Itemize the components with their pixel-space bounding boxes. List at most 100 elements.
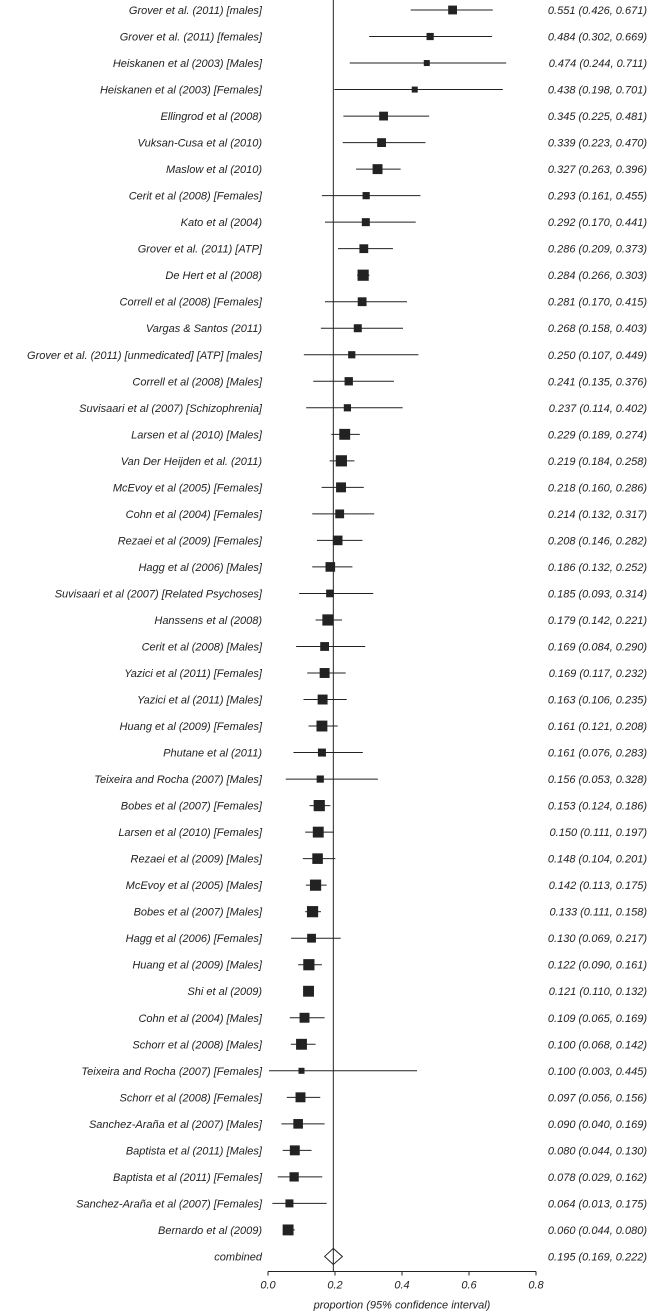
ci-value-label: 0.130 (0.069, 0.217) [548, 933, 647, 945]
x-tick-label: 0.2 [327, 1279, 342, 1291]
ci-value-label: 0.214 (0.132, 0.317) [548, 509, 647, 521]
point-estimate-marker [306, 906, 319, 918]
study-label: Suvisaari et al (2007) [Schizophrenia] [79, 403, 263, 415]
study-label: Maslow et al (2010) [166, 164, 262, 176]
ci-value-label: 0.219 (0.184, 0.258) [548, 456, 647, 468]
ci-value-label: 0.148 (0.104, 0.201) [548, 854, 647, 866]
point-estimate-marker [357, 297, 367, 307]
study-row: Grover et al. (2011) [ATP] 0.286 (0.209, … [138, 244, 648, 256]
ci-value-label: 0.186 (0.132, 0.252) [548, 562, 647, 574]
point-estimate-marker [361, 218, 370, 227]
point-estimate-marker [411, 86, 418, 93]
study-label: Larsen et al (2010) [Males] [131, 429, 263, 441]
study-label: Suvisaari et al (2007) [Related Psychose… [55, 588, 263, 600]
ci-value-label: 0.078 (0.029, 0.162) [548, 1172, 647, 1184]
study-row: Huang et al (2009) [Females] 0.161 (0.121… [120, 720, 647, 733]
study-row: McEvoy et al (2005) [Males] 0.142 (0.113,… [126, 879, 647, 892]
study-row: Ellingrod et al (2008) 0.345 (0.225, 0.48… [160, 111, 647, 123]
study-row: McEvoy et al (2005) [Females] 0.218 (0.16… [113, 482, 648, 494]
study-label: Cerit et al (2008) [Females] [129, 191, 263, 203]
point-estimate-marker [348, 351, 356, 359]
ci-value-label: 0.237 (0.114, 0.402) [549, 403, 648, 415]
point-estimate-marker [316, 775, 324, 783]
study-label: Teixeira and Rocha (2007) [Females] [81, 1066, 263, 1078]
study-row: Suvisaari et al (2007) [Schizophrenia] 0.… [79, 403, 647, 415]
study-row: Kato et al (2004) 0.292 (0.170, 0.441) [181, 217, 648, 229]
study-row: Yazici et al (2011) [Males] 0.163 (0.106,… [137, 695, 647, 707]
study-row: Phutane et al (2011) 0.161 (0.076, 0.283) [163, 748, 647, 760]
study-label: Huang et al (2009) [Males] [132, 960, 263, 972]
study-row: Correll et al (2008) [Males] 0.241 (0.135… [132, 376, 647, 388]
point-estimate-marker [312, 826, 324, 838]
x-tick-label: 0.0 [260, 1279, 276, 1291]
study-row: Sanchez-Araña et al (2007) [Females] 0.06… [76, 1198, 647, 1210]
ci-value-label: 0.161 (0.121, 0.208) [548, 721, 647, 733]
study-label: Phutane et al (2011) [163, 748, 262, 760]
study-row: Suvisaari et al (2007) [Related Psychose… [55, 588, 648, 600]
study-row: Correll et al (2008) [Females] 0.281 (0.1… [120, 297, 648, 309]
study-row: Yazici et al (2011) [Females] 0.169 (0.11… [124, 668, 647, 680]
point-estimate-marker [377, 138, 386, 147]
study-row: Bobes et al (2007) [Males] 0.133 (0.111, … [134, 906, 648, 919]
combined-row: combined 0.195 (0.169, 0.222) [214, 1247, 647, 1266]
study-row: Bernardo et al (2009) 0.060 (0.044, 0.080… [158, 1224, 647, 1237]
ci-value-label: 0.100 (0.003, 0.445) [548, 1066, 647, 1078]
study-label: Rezaei et al (2009) [Females] [118, 535, 263, 547]
study-label: Correll et al (2008) [Males] [132, 376, 263, 388]
point-estimate-marker [448, 5, 457, 15]
study-rows: Grover et al. (2011) [males] 0.551 (0.426… [27, 5, 648, 1266]
point-estimate-marker [357, 269, 369, 281]
study-label: Grover et al. (2011) [males] [129, 5, 263, 17]
point-estimate-marker [303, 959, 315, 971]
study-label: Correll et al (2008) [Females] [120, 297, 263, 309]
ci-value-label: 0.268 (0.158, 0.403) [548, 323, 647, 335]
point-estimate-marker [312, 853, 323, 864]
study-label: Grover et al. (2011) [unmedicated] [ATP]… [27, 350, 263, 362]
point-estimate-marker [319, 668, 330, 678]
ci-value-label: 0.133 (0.111, 0.158) [550, 907, 648, 919]
study-label: Grover et al. (2011) [ATP] [138, 244, 263, 256]
study-row: Hagg et al (2006) [Males] 0.186 (0.132, 0… [138, 562, 647, 574]
ci-value-label: 0.286 (0.209, 0.373) [548, 244, 647, 256]
point-estimate-marker [344, 377, 353, 386]
study-label: McEvoy et al (2005) [Males] [126, 880, 263, 892]
study-label: Schorr et al (2008) [Females] [120, 1092, 263, 1104]
study-row: Grover et al. (2011) [unmedicated] [ATP]… [27, 350, 647, 362]
combined-ci-value-label: 0.195 (0.169, 0.222) [548, 1251, 647, 1263]
x-tick-label: 0.4 [394, 1279, 409, 1291]
study-row: Bobes et al (2007) [Females] 0.153 (0.124… [121, 800, 647, 813]
study-label: Baptista et al (2011) [Females] [113, 1172, 263, 1184]
point-estimate-marker [303, 985, 314, 997]
point-estimate-marker [335, 455, 347, 467]
study-label: Rezaei et al (2009) [Males] [131, 854, 263, 866]
ci-value-label: 0.218 (0.160, 0.286) [548, 482, 647, 494]
ci-value-label: 0.484 (0.302, 0.669) [548, 32, 647, 44]
study-label: Vuksan-Cusa et al (2010) [137, 138, 262, 150]
study-row: Cerit et al (2008) [Females] 0.293 (0.161… [129, 191, 648, 203]
ci-value-label: 0.438 (0.198, 0.701) [548, 85, 647, 97]
study-label: Bobes et al (2007) [Females] [121, 801, 263, 813]
study-label: Baptista et al (2011) [Males] [126, 1145, 263, 1157]
point-estimate-marker [426, 32, 434, 41]
study-row: Grover et al. (2011) [males] 0.551 (0.426… [129, 5, 647, 17]
point-estimate-marker [343, 404, 351, 412]
ci-value-label: 0.161 (0.076, 0.283) [548, 748, 647, 760]
point-estimate-marker [423, 60, 430, 67]
ci-value-label: 0.080 (0.044, 0.130) [548, 1145, 647, 1157]
ci-value-label: 0.551 (0.426, 0.671) [548, 5, 647, 17]
point-estimate-marker [293, 1119, 303, 1129]
study-row: Vargas & Santos (2011) 0.268 (0.158, 0.40… [146, 323, 648, 335]
ci-value-label: 0.109 (0.065, 0.169) [548, 1013, 647, 1025]
point-estimate-marker [335, 509, 345, 519]
study-row: Hanssens et al (2008) 0.179 (0.142, 0.221… [154, 614, 647, 627]
study-label: De Hert et al (2008) [165, 270, 262, 282]
point-estimate-marker [339, 428, 351, 440]
study-row: Larsen et al (2010) [Males] 0.229 (0.189,… [131, 428, 647, 441]
study-label: Van Der Heijden et al. (2011) [121, 456, 263, 468]
study-label: Cohn et al (2004) [Males] [138, 1013, 262, 1025]
point-estimate-marker [379, 111, 388, 121]
point-estimate-marker [336, 482, 346, 493]
study-label: Huang et al (2009) [Females] [120, 721, 263, 733]
study-label: McEvoy et al (2005) [Females] [113, 482, 263, 494]
